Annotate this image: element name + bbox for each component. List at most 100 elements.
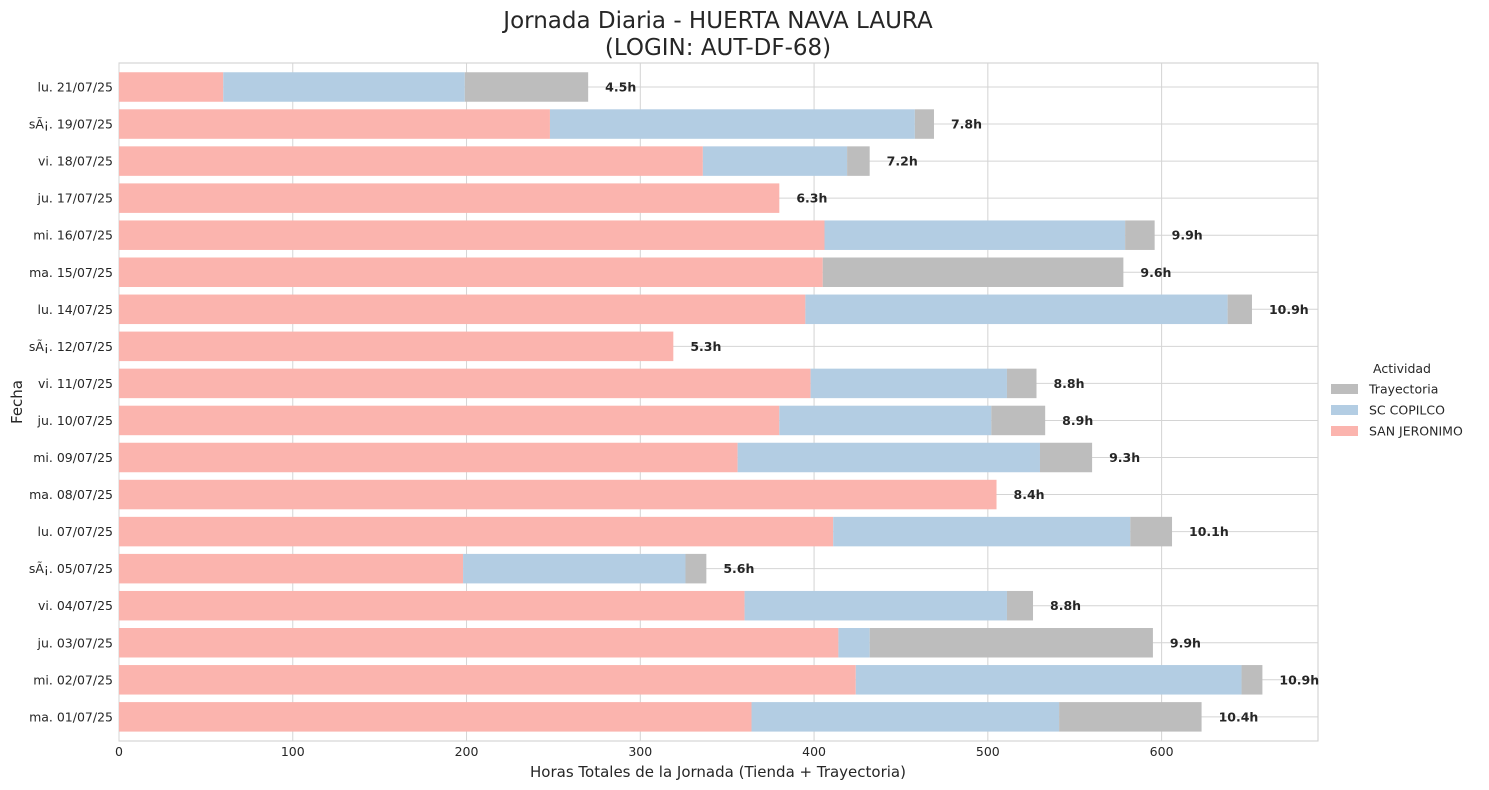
y-tick-label: vi. 11/07/25 (38, 376, 113, 391)
y-tick-label: mi. 02/07/25 (33, 672, 113, 687)
bar-segment (119, 405, 780, 436)
legend-entry: SAN JERONIMO (1369, 424, 1463, 439)
y-tick-labels: lu. 21/07/25 sÃ¡. 19/07/25 vi. 18/07/25 ju.… (29, 80, 113, 725)
x-tick-label: 300 (628, 744, 652, 759)
y-tick-label: sÃ¡. 05/07/25 (29, 561, 113, 576)
bar-segment (119, 479, 997, 510)
bar-segment (1227, 294, 1252, 325)
y-tick-label: ma. 15/07/25 (29, 265, 113, 280)
value-label: 10.9h (1269, 302, 1309, 317)
y-tick-label: mi. 16/07/25 (33, 228, 113, 243)
bar-segment (119, 109, 550, 139)
legend-swatch (1331, 426, 1358, 436)
bar-segment (824, 220, 1126, 250)
bar-segment (833, 516, 1131, 547)
bar-segment (805, 294, 1228, 325)
bar-segment (1059, 702, 1202, 732)
bar-segment (1006, 590, 1034, 621)
bar-segment (119, 72, 224, 102)
bar-segment (685, 553, 707, 584)
bar-segment (119, 331, 674, 362)
value-label: 10.4h (1219, 709, 1259, 724)
bar-segment (1130, 516, 1173, 547)
bar-segment (119, 146, 703, 176)
bar-segment (119, 628, 839, 658)
value-label: 10.9h (1279, 672, 1319, 687)
bar-segment (822, 257, 1124, 287)
bar-segment (702, 146, 848, 176)
y-tick-label: ju. 03/07/25 (37, 635, 113, 650)
bar-segment (779, 405, 992, 436)
value-label: 6.3h (796, 191, 827, 206)
bar-segment (847, 146, 870, 176)
y-tick-label: vi. 18/07/25 (38, 154, 113, 169)
bar-segment (119, 590, 745, 621)
legend: Actividad Trayectoria SC COPILCO SAN JERON… (1331, 361, 1463, 439)
bar-segment (744, 590, 1007, 621)
value-label: 8.8h (1050, 598, 1081, 613)
bar-segment (119, 294, 806, 325)
legend-entry: SC COPILCO (1369, 403, 1445, 418)
bars (119, 72, 1263, 732)
x-tick-label: 100 (281, 744, 305, 759)
x-tick-label: 0 (115, 744, 123, 759)
chart-title-line2: (LOGIN: AUT-DF-68) (605, 35, 831, 61)
value-label: 5.3h (690, 339, 721, 354)
y-tick-label: lu. 21/07/25 (38, 80, 113, 95)
y-tick-label: ma. 01/07/25 (29, 709, 113, 724)
value-label: 9.9h (1170, 635, 1201, 650)
value-label: 4.5h (605, 80, 636, 95)
x-tick-label: 200 (455, 744, 479, 759)
bar-segment (810, 368, 1007, 399)
value-label: 7.2h (887, 154, 918, 169)
legend-swatch (1331, 405, 1358, 415)
value-label: 9.9h (1172, 228, 1203, 243)
bar-segment (119, 183, 780, 213)
bar-segment (119, 442, 738, 473)
x-tick-label: 500 (976, 744, 1000, 759)
bar-segment (838, 628, 870, 658)
y-tick-label: ma. 08/07/25 (29, 487, 113, 502)
value-label: 10.1h (1189, 524, 1229, 539)
bar-segment (119, 665, 856, 695)
bar-segment (119, 220, 825, 250)
x-tick-labels: 0 100 200 300 400 500 600 (115, 744, 1174, 759)
bar-segment (855, 665, 1242, 695)
bar-segment (223, 72, 465, 102)
value-label: 7.8h (951, 117, 982, 132)
bar-segment (549, 109, 915, 139)
bar-segment (914, 109, 934, 139)
y-tick-label: sÃ¡. 19/07/25 (29, 117, 113, 132)
value-label: 5.6h (723, 561, 754, 576)
value-label: 8.8h (1053, 376, 1084, 391)
bar-segment (991, 405, 1046, 436)
bar-segment (463, 553, 686, 584)
bar-segment (119, 516, 834, 547)
value-labels: 4.5h 7.8h 7.2h 6.3h 9.9h 9.6h 10.9h 5.3h 8.8h 8.9… (605, 80, 1319, 725)
y-tick-label: mi. 09/07/25 (33, 450, 113, 465)
bar-segment (119, 553, 464, 584)
bar-segment (119, 257, 823, 287)
x-tick-label: 400 (802, 744, 826, 759)
legend-entry: Trayectoria (1368, 382, 1438, 397)
bar-segment (1241, 665, 1263, 695)
bar-segment (119, 702, 752, 732)
y-tick-label: sÃ¡. 12/07/25 (29, 339, 113, 354)
x-axis-label: Horas Totales de la Jornada (Tienda + Tr… (530, 763, 906, 781)
y-tick-label: vi. 04/07/25 (38, 598, 113, 613)
bar-segment (751, 702, 1060, 732)
y-tick-label: ju. 17/07/25 (37, 191, 113, 206)
y-tick-label: lu. 07/07/25 (38, 524, 113, 539)
bar-segment (464, 72, 589, 102)
bar-segment (737, 442, 1040, 473)
value-label: 9.3h (1109, 450, 1140, 465)
value-label: 9.6h (1140, 265, 1171, 280)
legend-swatch (1331, 384, 1358, 394)
value-label: 8.9h (1062, 413, 1093, 428)
legend-title: Actividad (1373, 361, 1431, 376)
bar-segment (1006, 368, 1037, 399)
chart-title-line1: Jornada Diaria - HUERTA NAVA LAURA (501, 8, 933, 34)
y-tick-label: ju. 10/07/25 (37, 413, 113, 428)
x-tick-label: 600 (1150, 744, 1174, 759)
